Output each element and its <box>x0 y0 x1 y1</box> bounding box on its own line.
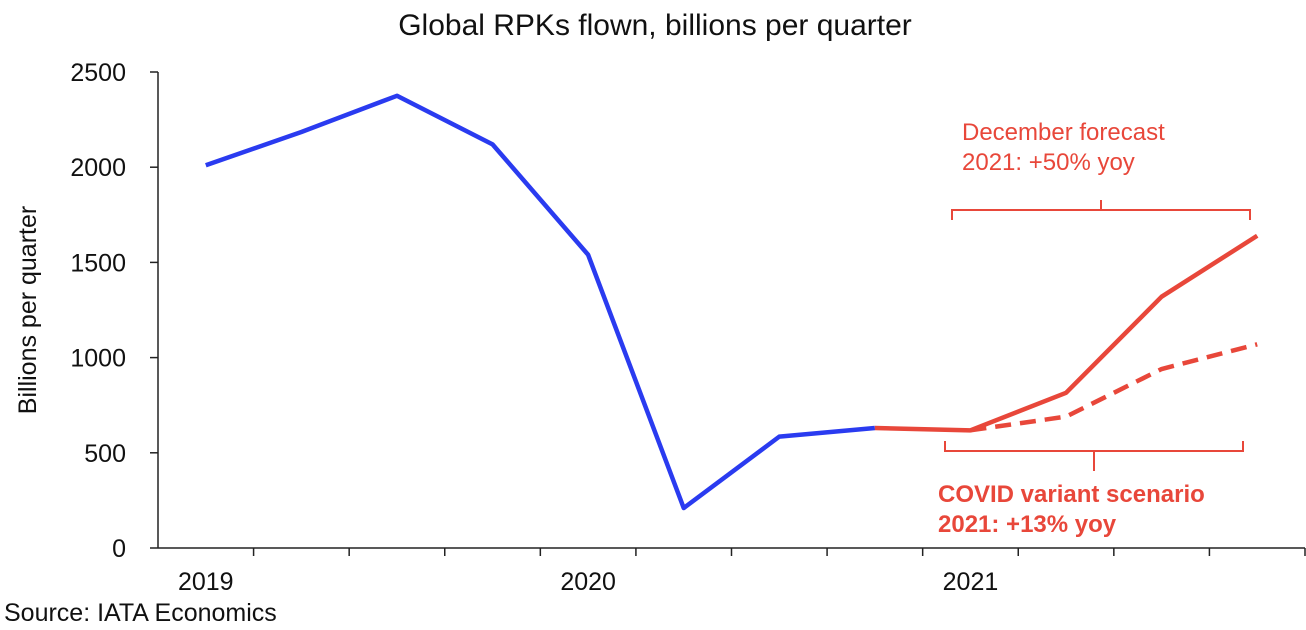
bracket-december-forecast <box>951 200 1251 220</box>
chart-title: Global RPKs flown, billions per quarter <box>398 9 912 42</box>
y-axis-label: Billions per quarter <box>14 206 42 414</box>
x-tick-label: 2019 <box>178 568 234 596</box>
y-tick-label: 2000 <box>70 154 126 182</box>
y-tick-label: 1500 <box>70 249 126 277</box>
x-axis: 2019 2020 2021 <box>158 547 1306 596</box>
annotation-december-forecast-line2: 2021: +50% yoy <box>962 149 1135 176</box>
series-line-actual <box>205 93 876 511</box>
bracket-covid-variant <box>944 441 1244 471</box>
y-tick-label: 500 <box>84 440 126 468</box>
series-line-covid-variant <box>970 342 1258 433</box>
y-tick-label: 2500 <box>70 59 126 87</box>
y-tick-label: 0 <box>112 535 126 563</box>
annotation-covid-variant-line1: COVID variant scenario <box>938 481 1205 508</box>
source-note: Source: IATA Economics <box>4 599 277 627</box>
x-tick-label: 2020 <box>560 568 616 596</box>
series-layer <box>205 93 1259 511</box>
annotation-covid-variant-line2: 2021: +13% yoy <box>938 511 1117 538</box>
annotation-brackets <box>944 200 1251 471</box>
y-tick-label: 1000 <box>70 345 126 373</box>
y-axis: 0 500 1000 1500 2000 2500 <box>70 59 159 563</box>
x-tick-label: 2021 <box>943 568 999 596</box>
annotation-december-forecast-line1: December forecast <box>962 119 1165 146</box>
series-line-december-forecast <box>874 233 1259 433</box>
